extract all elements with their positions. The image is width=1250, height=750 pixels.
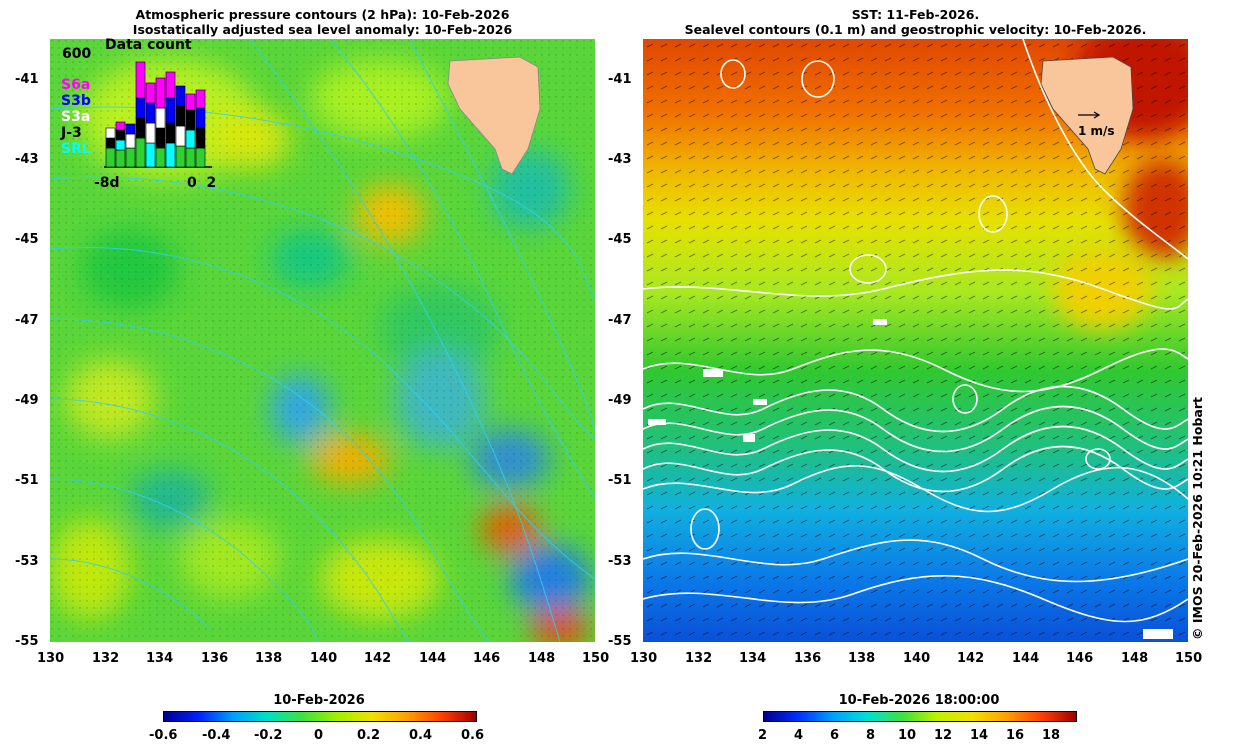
- colorbar-tick: 10: [898, 728, 917, 743]
- lat-tick: -55: [15, 634, 39, 649]
- lon-tick: 146: [1066, 651, 1094, 666]
- lon-tick: 140: [903, 651, 931, 666]
- colorbar-tick: 2: [758, 728, 768, 743]
- colorbar-tick: 18: [1042, 728, 1061, 743]
- colorbar-tick: -0.4: [202, 728, 231, 743]
- left-colorbar-title: 10-Feb-2026: [273, 693, 365, 708]
- colorbar-tick: 4: [794, 728, 804, 743]
- lat-tick: -53: [15, 554, 39, 569]
- lon-tick: 132: [685, 651, 713, 666]
- lon-tick: 150: [582, 651, 610, 666]
- inset-sat-srl: SRL: [61, 141, 91, 157]
- lat-tick: -45: [15, 232, 39, 247]
- colorbar-tick: 6: [830, 728, 840, 743]
- colorbar-tick: 12: [934, 728, 953, 743]
- inset-x-right: 0 2: [187, 175, 217, 191]
- lon-tick: 130: [630, 651, 658, 666]
- colorbar-tick: 0.6: [461, 728, 485, 743]
- inset-sat-s3a: S3a: [61, 109, 91, 125]
- inset-sat-j3: J-3: [61, 125, 82, 141]
- tasmania-left: [447, 56, 541, 175]
- left-title-line2: Isostatically adjusted sea level anomaly…: [132, 22, 513, 37]
- lon-tick: 130: [37, 651, 65, 666]
- lon-tick: 138: [255, 651, 283, 666]
- colorbar-tick: 16: [1006, 728, 1025, 743]
- lon-tick: 146: [473, 651, 501, 666]
- lat-tick: -41: [608, 72, 632, 87]
- colorbar-tick: -0.2: [254, 728, 283, 743]
- lon-tick: 150: [1175, 651, 1203, 666]
- inset-sat-s3b: S3b: [61, 93, 91, 109]
- colorbar-tick: 0.4: [409, 728, 433, 743]
- colorbar-tick: 14: [970, 728, 989, 743]
- lat-tick: -49: [15, 393, 39, 408]
- right-colorbar-title: 10-Feb-2026 18:00:00: [838, 693, 1000, 708]
- right-colorbar: [763, 711, 1077, 722]
- lon-tick: 134: [146, 651, 174, 666]
- lon-tick: 132: [92, 651, 120, 666]
- lon-tick: 142: [957, 651, 985, 666]
- lat-tick: -45: [608, 232, 632, 247]
- colorbar-tick: 0.2: [357, 728, 381, 743]
- lon-tick: 138: [848, 651, 876, 666]
- lon-tick: 142: [364, 651, 392, 666]
- sst-map[interactable]: [643, 39, 1188, 642]
- lon-tick: 134: [739, 651, 767, 666]
- lat-tick: -49: [608, 393, 632, 408]
- right-title-line1: SST: 11-Feb-2026.: [851, 7, 980, 22]
- left-colorbar: [163, 711, 477, 722]
- lon-tick: 148: [528, 651, 556, 666]
- left-title-line1: Atmospheric pressure contours (2 hPa): 1…: [135, 7, 510, 22]
- right-title: SST: 11-Feb-2026. Sealevel contours (0.1…: [643, 7, 1188, 37]
- lat-tick: -53: [608, 554, 632, 569]
- lon-tick: 144: [1012, 651, 1040, 666]
- lat-tick: -55: [608, 634, 632, 649]
- right-title-line2: Sealevel contours (0.1 m) and geostrophi…: [684, 22, 1147, 37]
- lat-tick: -51: [15, 473, 39, 488]
- inset-x-left: -8d: [94, 175, 120, 191]
- colorbar-tick: 8: [866, 728, 876, 743]
- lat-tick: -47: [15, 313, 39, 328]
- colorbar-tick: 0: [314, 728, 324, 743]
- lat-tick: -47: [608, 313, 632, 328]
- lon-tick: 136: [794, 651, 822, 666]
- velocity-scale-label: 1 m/s: [1078, 124, 1115, 138]
- inset-max-label: 600: [62, 46, 92, 62]
- lat-tick: -43: [608, 152, 632, 167]
- lat-tick: -43: [15, 152, 39, 167]
- lon-tick: 140: [310, 651, 338, 666]
- lat-tick: -51: [608, 473, 632, 488]
- lon-tick: 148: [1121, 651, 1149, 666]
- colorbar-tick: -0.6: [149, 728, 178, 743]
- imos-credit: © IMOS 20-Feb-2026 10:21 Hobart: [1190, 396, 1205, 640]
- inset-bars: [104, 61, 212, 168]
- data-count-inset: 600 Data count S6a S3b S3a J-3 SRL -8d 0…: [61, 37, 217, 191]
- inset-title: Data count: [105, 37, 192, 53]
- left-title: Atmospheric pressure contours (2 hPa): 1…: [50, 7, 595, 37]
- lat-tick: -41: [15, 72, 39, 87]
- lon-tick: 136: [201, 651, 229, 666]
- lon-tick: 144: [419, 651, 447, 666]
- inset-sat-s6a: S6a: [61, 77, 91, 93]
